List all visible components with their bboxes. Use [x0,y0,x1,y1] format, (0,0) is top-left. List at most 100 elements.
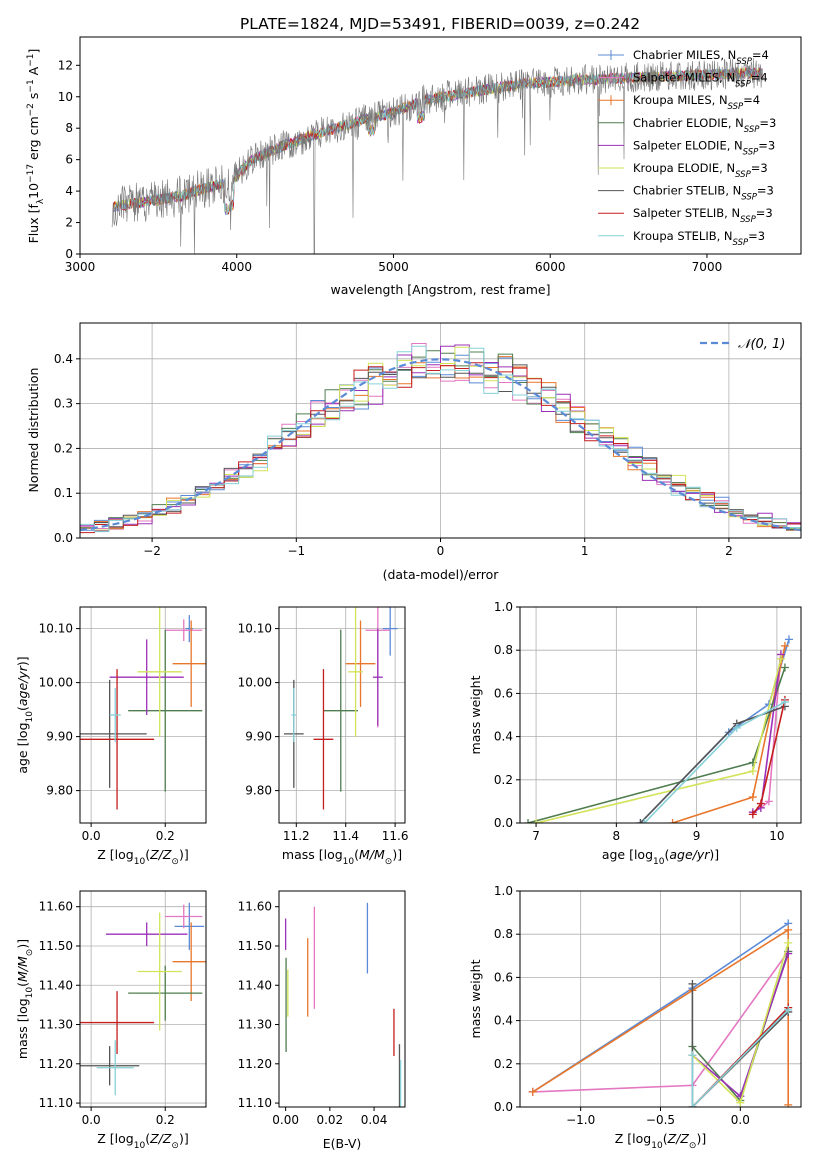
y-axis-label: mass [log10(M/M⊙)] [15,939,35,1059]
x-axis-label: wavelength [Angstrom, rest frame] [330,282,550,297]
y-tick-label: 10.10 [238,622,272,636]
y-tick-label: 1.0 [494,600,513,614]
y-tick-label: 1.0 [494,884,513,898]
x-tick-label: 10 [769,829,784,843]
legend-label: Kroupa MILES, NSSP=4 [633,93,760,112]
y-tick-label: 9.80 [46,784,73,798]
axes-frame [278,606,406,824]
y-tick-label: 10.00 [39,676,73,690]
residual-histogram [80,345,801,535]
axes-frame [79,36,802,255]
weight-marker [784,1005,793,1014]
plot-area [284,902,402,1107]
x-tick-label: 0.2 [156,829,175,843]
y-tick-label: 11.20 [39,1057,73,1071]
x-tick-label: −2 [143,544,161,558]
age-vs-mass-plot: 11.2 11.4 11.6 9.80 9.90 10.00 10.10 mass [log1… [238,606,408,867]
x-tick-label: 6000 [535,260,566,274]
weight-marker [756,799,765,808]
weight-line [532,928,789,1105]
mass-vs-ebv-plot: 0.00 0.02 0.04 11.10 11.20 11.30 11.40 11.50 11.… [238,890,406,1151]
x-tick-label: 0.0 [82,829,101,843]
y-tick-label: 0.8 [494,927,513,941]
y-tick-label: 0.4 [494,1014,513,1028]
x-tick-label: −1.0 [566,1113,595,1127]
weight-marker [528,1087,537,1096]
x-tick-label: 8 [613,829,621,843]
y-tick-label: 11.50 [238,939,272,953]
x-tick-label: 0.02 [316,1113,343,1127]
x-axis-label: Z [log10(Z/Z⊙)] [97,1131,188,1151]
x-axis-label: Z [log10(Z/Z⊙)] [615,1131,706,1151]
y-axis-label: mass weight [468,959,483,1038]
x-tick-label: 0 [437,544,445,558]
weight-line [535,658,782,823]
y-tick-label: 12 [58,58,73,72]
plot-area [111,57,764,254]
weight-marker [780,663,789,672]
y-tick-label: 0.4 [54,352,73,366]
weight-marker [748,793,757,802]
weight-marker [748,767,757,776]
y-tick-label: 8 [65,121,73,135]
y-axis-label: mass weight [468,675,483,754]
weight-marker [688,979,697,988]
y-axis-label: age [log10(age/yr)] [15,656,35,773]
axes-frame [519,606,802,824]
x-tick-label: 5000 [378,260,409,274]
spectrum-plot: 3000 4000 5000 6000 7000 0 2 4 6 8 10 12 wavelength … [26,36,802,297]
x-tick-label: 9 [693,829,701,843]
y-tick-label: 11.60 [238,900,272,914]
y-tick-label: 11.10 [39,1096,73,1110]
legend-label: Salpeter STELIB, NSSP=3 [633,206,773,225]
y-tick-label: 10.10 [39,622,73,636]
weight-marker [732,723,741,732]
weight-marker [668,819,677,823]
x-tick-label: 0.04 [361,1113,388,1127]
y-tick-label: 2 [65,216,73,230]
x-tick-label: 11.4 [332,829,359,843]
mass-vs-z-plot: 0.0 0.2 11.10 11.20 11.30 11.40 11.50 11.60 Z [l… [15,890,207,1151]
legend-label: Chabrier STELIB, NSSP=3 [633,184,774,203]
legend-label: Salpeter MILES, NSSP=4 [633,71,768,90]
axes-frame [79,890,207,1108]
weight-marker [688,1051,697,1060]
x-tick-label: 7 [532,829,540,843]
weight-marker [636,819,645,823]
axes-frame [79,606,207,824]
legend-label: Salpeter ELODIE, NSSP=3 [633,138,775,157]
x-tick-label: 7000 [692,260,723,274]
y-tick-label: 6 [65,153,73,167]
x-axis-label: Z [log10(Z/Z⊙)] [97,847,188,867]
y-tick-label: 9.90 [245,730,272,744]
x-axis-label: age [log10(age/yr)] [602,847,719,867]
y-tick-label: 0.2 [494,773,513,787]
x-tick-label: 3000 [65,260,96,274]
weight-marker [784,938,793,947]
normal-reference-curve [80,358,801,532]
weight-marker [780,698,789,707]
x-axis-label: mass [log10(M/M⊙)] [282,847,402,867]
plot-area [528,919,793,1107]
y-axis-label: Flux [fλ10−17 erg cm−2 s−1 A−1] [26,49,46,244]
weight-marker [748,810,757,819]
y-tick-label: 10.00 [238,676,272,690]
y-axis-label: Normed distribution [26,368,41,493]
y-tick-label: 0.4 [494,730,513,744]
x-tick-label: −1 [287,544,305,558]
x-tick-label: 4000 [221,260,252,274]
plot-area [524,635,793,823]
mass-weight-vs-z-plot: −1.0 −0.5 0.0 0.0 0.2 0.4 0.6 0.8 1.0 Z [log10(Z/… [468,884,802,1151]
y-tick-label: 11.10 [238,1096,272,1110]
plot-area [283,607,398,810]
plot-area [80,902,206,1096]
y-tick-label: 0.0 [54,531,73,545]
y-tick-label: 0 [65,247,73,261]
y-tick-label: 0.6 [494,686,513,700]
y-tick-label: 11.50 [39,939,73,953]
x-tick-label: 0.00 [272,1113,299,1127]
plot-area [80,607,206,810]
weight-marker [524,819,533,823]
y-tick-label: 0.1 [54,486,73,500]
